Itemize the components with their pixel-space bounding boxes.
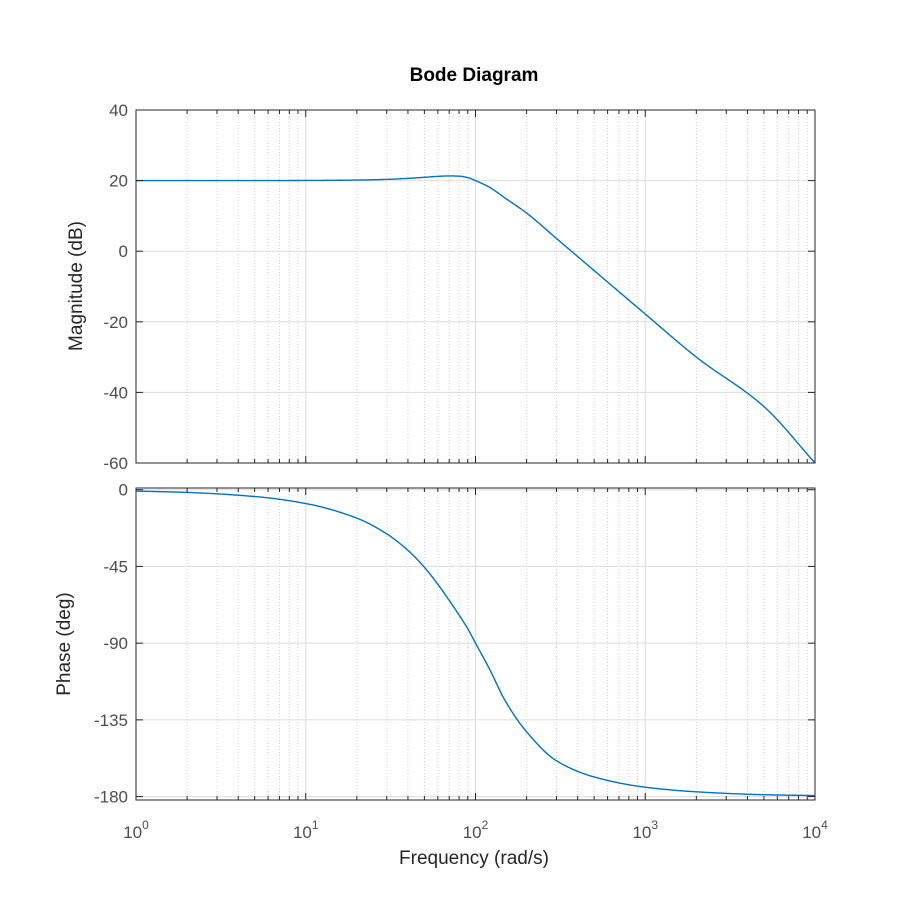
x-tick-label: 100 [123, 818, 149, 842]
phase-y-tick-label: -135 [94, 711, 128, 730]
phase-ylabel: Phase (deg) [54, 592, 75, 696]
magnitude-grid [136, 110, 815, 463]
magnitude-ylabel: Magnitude (dB) [66, 221, 87, 351]
magnitude-y-tick-label: 0 [119, 242, 128, 261]
x-tick-label: 103 [632, 818, 658, 842]
magnitude-panel: 40 20 0 -20 -40 -60 Magnitude (dB) [66, 101, 816, 473]
x-tick-label: 104 [802, 818, 828, 842]
magnitude-y-tick-label: -60 [103, 454, 128, 473]
magnitude-y-tick-label: 40 [109, 101, 128, 120]
x-tick-label: 101 [293, 818, 319, 842]
phase-y-tick-label: -90 [103, 634, 128, 653]
phase-curve-group [135, 490, 816, 797]
x-tick-label: 102 [463, 818, 489, 842]
x-axis-label: Frequency (rad/s) [399, 848, 549, 869]
phase-y-tick-label: -180 [94, 788, 128, 807]
phase-y-tick-label: 0 [119, 481, 128, 500]
magnitude-response-line [136, 175, 816, 464]
magnitude-curve-group [136, 175, 816, 464]
chart-title: Bode Diagram [410, 65, 539, 86]
magnitude-ticks: 40 20 0 -20 -40 -60 [103, 101, 815, 473]
phase-response-line [135, 490, 816, 797]
phase-panel: 0 -45 -90 -135 -180 Phase (deg) [54, 481, 816, 807]
magnitude-y-tick-label: 20 [109, 172, 128, 191]
magnitude-y-tick-label: -20 [103, 313, 128, 332]
phase-ticks: 0 -45 -90 -135 -180 [94, 481, 815, 807]
magnitude-y-tick-label: -40 [103, 383, 128, 402]
phase-y-tick-label: -45 [103, 557, 128, 576]
x-tick-labels: 100 101 102 103 104 [123, 818, 828, 842]
